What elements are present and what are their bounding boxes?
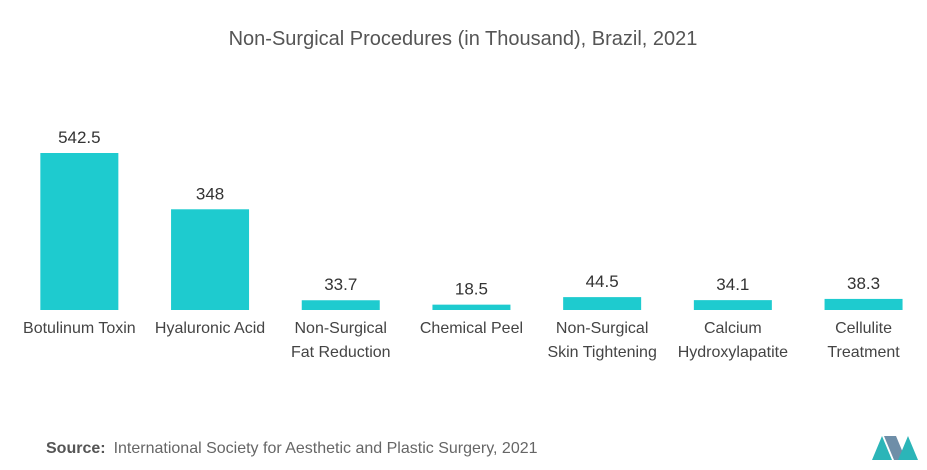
x-tick-label: Hyaluronic Acid (154, 320, 266, 337)
bar (824, 298, 903, 310)
x-tick-label: Botulinum Toxin (23, 320, 136, 337)
source-text: International Society for Aesthetic and … (113, 440, 538, 457)
bar (432, 304, 511, 310)
x-tick-label: Calcium Hydroxylapatite (677, 320, 788, 361)
value-label: 44.5 (586, 272, 619, 291)
value-label: 542.5 (58, 128, 101, 147)
value-label: 33.7 (324, 275, 357, 294)
x-tick-label: Non-Surgical Skin Tightening (547, 320, 657, 361)
x-tick-label: Chemical Peel (419, 320, 524, 337)
x-tick-label: Non-Surgical Fat Reduction (290, 320, 391, 361)
logo (872, 436, 918, 460)
value-label: 18.5 (455, 280, 488, 299)
value-label: 348 (196, 184, 224, 203)
bar (171, 209, 250, 310)
value-label: 38.3 (847, 274, 880, 293)
bar (40, 153, 119, 310)
bar (693, 300, 772, 310)
bar (563, 297, 642, 310)
value-label: 34.1 (716, 275, 749, 294)
x-tick-label: Cellulite Treatment (827, 320, 900, 361)
bar (301, 300, 380, 310)
source-label: Source: (46, 440, 106, 457)
source: Source: International Society for Aesthet… (46, 440, 538, 458)
chart-title: Non-Surgical Procedures (in Thousand), B… (229, 28, 698, 50)
